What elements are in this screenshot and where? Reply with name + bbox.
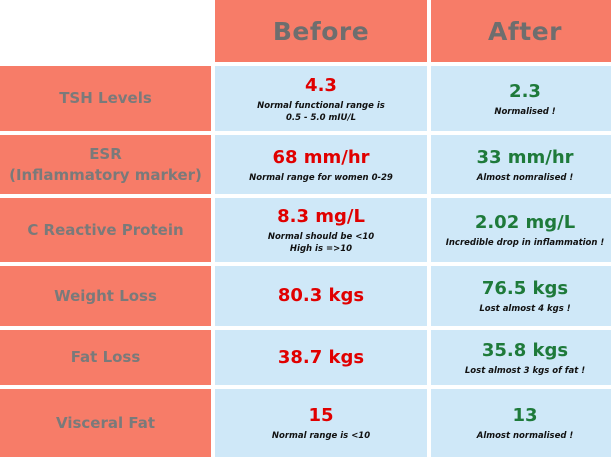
- after-value-cell: 2.3 Normalised !: [431, 66, 611, 131]
- before-note-line: Normal range for women 0-29: [249, 172, 393, 183]
- header-before: Before: [215, 0, 427, 62]
- row-label-cell: Visceral Fat: [0, 389, 211, 457]
- after-note: Incredible drop in inflammation !: [446, 237, 605, 249]
- row-label-cell: Fat Loss: [0, 330, 211, 385]
- after-note: Lost almost 3 kgs of fat !: [465, 365, 585, 377]
- row-label: Visceral Fat: [55, 413, 156, 432]
- header-after: After: [431, 0, 611, 62]
- row-label-cell: ESR (Inflammatory marker): [0, 135, 211, 194]
- after-value: 2.02 mg/L: [474, 212, 576, 233]
- after-value-cell: 76.5 kgs Lost almost 4 kgs !: [431, 266, 611, 326]
- after-note-line: Incredible drop in inflammation !: [445, 238, 605, 248]
- before-value: 80.3 kgs: [277, 285, 365, 306]
- row-label-cell: TSH Levels: [0, 66, 211, 131]
- before-value-cell: 80.3 kgs: [215, 266, 427, 326]
- before-note-line: Normal should be <10: [267, 232, 375, 242]
- before-note-line: 0.5 - 5.0 mIU/L: [286, 112, 356, 123]
- row-label: TSH Levels: [59, 89, 152, 107]
- after-value-cell: 35.8 kgs Lost almost 3 kgs of fat !: [431, 330, 611, 385]
- row-label: ESR: [89, 144, 122, 163]
- after-note-line: Normalised !: [494, 106, 556, 117]
- row-label: (Inflammatory marker): [9, 165, 202, 184]
- before-note: Normal should be <10 High is =>10: [268, 231, 374, 255]
- after-value-cell: 33 mm/hr Almost nomralised !: [431, 135, 611, 194]
- before-value: 4.3: [305, 74, 337, 96]
- before-note-line: High is =>10: [289, 244, 353, 254]
- after-note-line: Lost almost 4 kgs !: [479, 304, 571, 314]
- after-value: 76.5 kgs: [481, 278, 569, 299]
- header-after-label: After: [488, 16, 562, 46]
- header-before-label: Before: [272, 16, 370, 46]
- after-note-line: Lost almost 3 kgs of fat !: [464, 365, 586, 376]
- before-value: 15: [308, 405, 334, 426]
- row-label: Fat Loss: [70, 348, 141, 366]
- after-note: Almost normalised !: [477, 430, 574, 442]
- before-value-cell: 68 mm/hr Normal range for women 0-29: [215, 135, 427, 194]
- before-value: 68 mm/hr: [272, 146, 370, 168]
- before-note: Normal functional range is 0.5 - 5.0 mIU/…: [257, 100, 385, 124]
- row-label-cell: Weight Loss: [0, 266, 211, 326]
- before-value: 8.3 mg/L: [277, 206, 365, 227]
- before-note-line: Normal functional range is: [257, 100, 385, 111]
- corner-cell: [0, 0, 211, 62]
- before-value-cell: 15 Normal range is <10: [215, 389, 427, 457]
- after-note: Lost almost 4 kgs !: [479, 303, 570, 315]
- before-value: 38.7 kgs: [277, 346, 365, 368]
- before-note: Normal range for women 0-29: [249, 172, 393, 184]
- after-note-line: Almost nomralised !: [476, 172, 574, 183]
- after-note-line: Almost normalised !: [476, 431, 574, 441]
- before-note-line: Normal range is <10: [271, 431, 371, 441]
- after-note: Almost nomralised !: [477, 172, 574, 184]
- row-label-cell: C Reactive Protein: [0, 198, 211, 262]
- before-value-cell: 8.3 mg/L Normal should be <10 High is =>10: [215, 198, 427, 262]
- before-note: Normal range is <10: [272, 430, 370, 442]
- after-value-cell: 2.02 mg/L Incredible drop in inflammation…: [431, 198, 611, 262]
- after-value: 2.3: [509, 80, 541, 102]
- row-label: Weight Loss: [54, 286, 157, 305]
- row-label: C Reactive Protein: [27, 220, 184, 239]
- after-value-cell: 13 Almost normalised !: [431, 389, 611, 457]
- after-value: 33 mm/hr: [476, 146, 574, 168]
- after-value: 13: [512, 405, 538, 426]
- after-value: 35.8 kgs: [481, 339, 569, 361]
- after-note: Normalised !: [494, 106, 555, 118]
- before-value-cell: 4.3 Normal functional range is 0.5 - 5.0 m…: [215, 66, 427, 131]
- before-value-cell: 38.7 kgs: [215, 330, 427, 385]
